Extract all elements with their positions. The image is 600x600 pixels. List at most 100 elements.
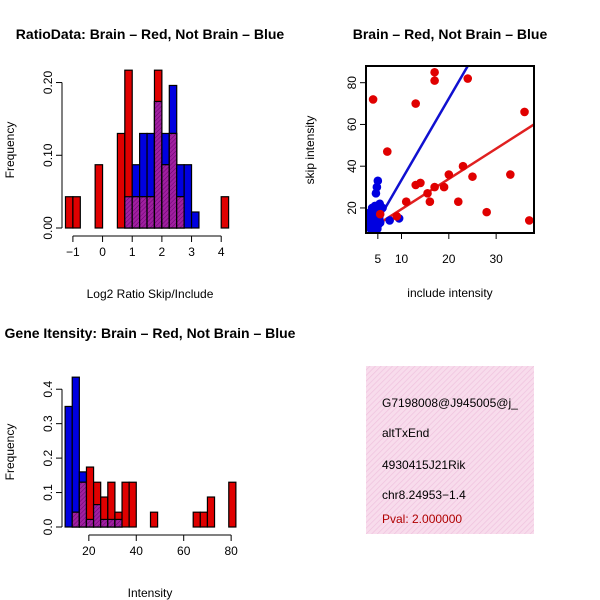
y-tick-label: 20	[345, 201, 359, 215]
ratio-histogram-axes: −1 0 1 2 3 4 0.00 0.10 0.20	[41, 71, 225, 259]
intensity-histogram-xlabel: Intensity	[128, 586, 173, 600]
scatter-fit-lines	[370, 66, 534, 230]
scatter-xlabel: include intensity	[407, 286, 492, 300]
intensity-histogram-bars	[64, 376, 237, 528]
point-brain	[411, 99, 420, 108]
x-tick-label: 3	[188, 245, 195, 259]
scatter-axes: 5 10 20 30 20 40 60 80	[345, 65, 535, 266]
point-brain	[506, 170, 515, 179]
bar-brain	[116, 132, 126, 229]
x-tick-label: 1	[129, 245, 136, 259]
point-brain	[524, 216, 534, 225]
bar-brain	[192, 511, 201, 528]
bar-not-brain	[183, 164, 193, 229]
bar-not-brain	[190, 211, 200, 229]
scatter-ylabel: skip intensity	[303, 116, 317, 185]
x-tick-label: 10	[395, 252, 409, 266]
bar-overlap	[146, 196, 156, 229]
point-brain	[453, 197, 463, 206]
bar-overlap	[71, 511, 80, 528]
y-tick-label: 0.2	[41, 449, 55, 466]
x-tick-label: 80	[224, 544, 238, 558]
y-tick-label: 0.0	[41, 518, 55, 535]
bar-overlap	[131, 196, 141, 229]
point-brain	[430, 76, 439, 85]
x-tick-label: 40	[130, 544, 144, 558]
bar-brain	[121, 481, 130, 528]
info-event-id: G7198008@J945005@j_	[382, 396, 518, 410]
bar-overlap	[85, 518, 95, 528]
bar-brain	[220, 196, 230, 229]
bar-brain	[149, 511, 159, 528]
point-brain	[416, 178, 425, 188]
y-tick-label: 0.3	[41, 415, 55, 432]
bar-brain	[85, 466, 95, 528]
point-not-brain	[385, 216, 394, 225]
point-not-brain	[375, 218, 385, 227]
bar-not-brain	[71, 376, 80, 528]
x-tick-label: 4	[218, 245, 225, 259]
point-brain	[520, 107, 529, 117]
point-brain	[458, 161, 468, 171]
x-tick-label: 2	[159, 245, 166, 259]
bar-brain	[72, 196, 81, 229]
info-event-type: altTxEnd	[382, 426, 429, 440]
x-tick-label: 20	[442, 252, 456, 266]
bar-overlap	[168, 132, 178, 229]
bar-overlap	[100, 518, 109, 528]
bar-overlap	[176, 196, 185, 229]
y-tick-label: 0.1	[41, 484, 55, 501]
info-panel: G7198008@J945005@j_ altTxEnd 4930415J21R…	[366, 366, 534, 534]
intensity-histogram-panel: Gene Itensity: Brain – Red, Not Brain – …	[3, 325, 296, 600]
bar-overlap	[153, 100, 163, 229]
bar-brain	[64, 196, 74, 229]
intensity-histogram-ylabel: Frequency	[3, 424, 17, 481]
x-tick-label: 60	[177, 544, 191, 558]
point-brain	[439, 182, 449, 192]
ratio-histogram-panel: RatioData: Brain – Red, Not Brain – Blue…	[3, 26, 284, 301]
bar-brain	[94, 164, 104, 229]
point-brain	[463, 74, 473, 83]
scatter-panel: Brain – Red, Not Brain – Blue 5 10 20 30 20 4…	[303, 26, 547, 300]
point-brain	[430, 67, 439, 77]
point-not-brain	[373, 176, 383, 186]
point-brain	[482, 207, 491, 217]
bar-brain	[206, 496, 216, 528]
ratio-histogram-title: RatioData: Brain – Red, Not Brain – Blue	[16, 26, 285, 42]
ratio-histogram-bars	[64, 69, 230, 229]
y-tick-label: 40	[345, 159, 359, 173]
scatter-title: Brain – Red, Not Brain – Blue	[353, 26, 548, 42]
x-tick-label: 30	[489, 252, 503, 266]
bar-brain	[228, 481, 237, 528]
y-tick-label: 0.4	[41, 381, 55, 398]
bar-overlap	[114, 518, 123, 528]
fit-line-not-brain	[372, 66, 469, 230]
bar-overlap	[78, 481, 88, 528]
point-brain	[401, 197, 411, 206]
point-brain	[468, 172, 477, 181]
x-tick-label: 5	[374, 252, 381, 266]
scatter-frame	[365, 65, 535, 234]
info-pval: Pval: 2.000000	[382, 512, 462, 526]
y-tick-label: 0.00	[41, 216, 55, 240]
x-tick-label: 20	[82, 544, 96, 558]
bar-not-brain	[64, 405, 73, 528]
y-tick-label: 80	[345, 76, 359, 90]
x-tick-label: −1	[66, 245, 80, 259]
bar-overlap	[124, 196, 133, 229]
y-tick-label: 60	[345, 117, 359, 131]
bar-overlap	[139, 196, 148, 229]
info-location: chr8.24953−1.4	[382, 488, 466, 502]
bar-brain	[199, 511, 209, 528]
info-background	[366, 366, 534, 534]
point-brain	[375, 209, 385, 219]
ratio-histogram-ylabel: Frequency	[3, 122, 17, 179]
point-brain	[382, 147, 392, 156]
info-gene-name: 4930415J21Rik	[382, 458, 466, 472]
bar-overlap	[92, 504, 102, 528]
y-tick-label: 0.10	[41, 143, 55, 167]
intensity-histogram-title: Gene Itensity: Brain – Red, Not Brain – …	[5, 325, 296, 341]
y-tick-label: 0.20	[41, 71, 55, 95]
ratio-histogram-xlabel: Log2 Ratio Skip/Include	[87, 287, 214, 301]
